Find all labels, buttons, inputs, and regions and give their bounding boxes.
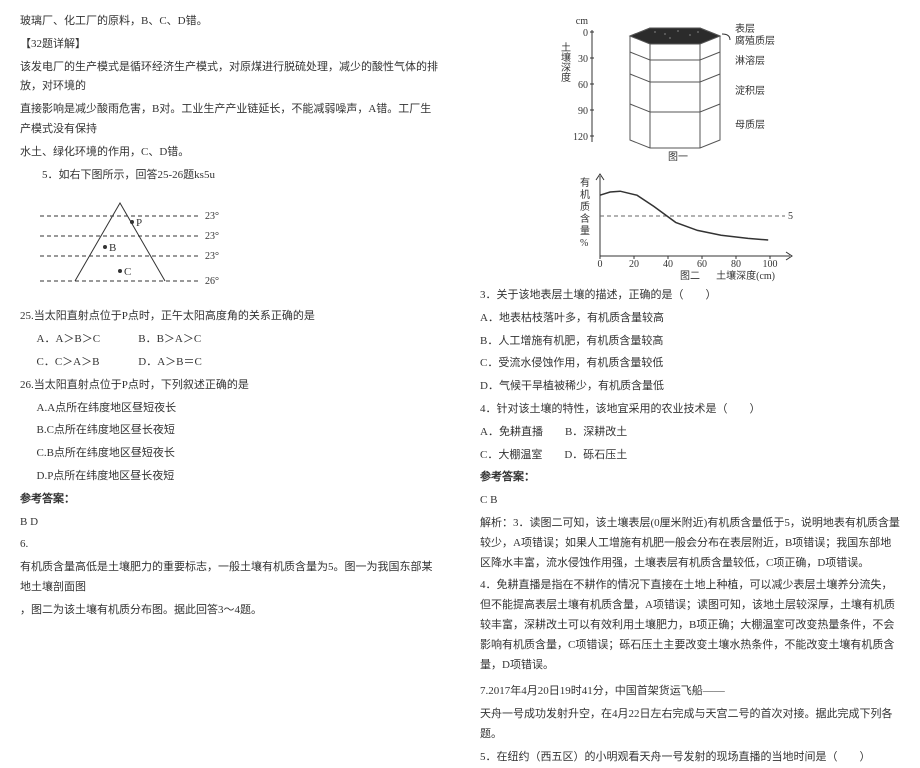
svg-text:60: 60 [697, 259, 707, 270]
svg-text:20: 20 [629, 259, 639, 270]
q26-opt-d: D.P点所在纬度地区昼长夜短 [20, 467, 440, 487]
q3-stem: 3．关于该地表层土壤的描述，正确的是（ ） [480, 286, 900, 306]
svg-text:26°: 26° [205, 276, 219, 287]
pt-b: B [109, 242, 116, 254]
answer-label: 参考答案： [20, 490, 440, 510]
organic-content-chart: 有 机 质 含 量 % 5 0 20 40 60 80 100 [570, 166, 810, 286]
explain-header: 【32题详解】 [20, 35, 440, 55]
q5-stem: 5．如右下图所示，回答25-26题ks5u [20, 166, 440, 186]
svg-text:0: 0 [583, 28, 588, 39]
answer-label: 参考答案： [480, 468, 900, 488]
svg-text:120: 120 [573, 132, 588, 143]
q3-opt-b: B．人工增施有机肥，有机质含量较高 [480, 332, 900, 352]
answer-text: C B [480, 491, 900, 511]
svg-text:土壤深度: 土壤深度 [559, 41, 571, 83]
pt-c: C [124, 266, 131, 278]
svg-text:5: 5 [788, 211, 793, 222]
exp4: 4．免耕直播是指在不耕作的情况下直接在土地上种植，可以减少表层土壤养分流失，但不… [480, 576, 900, 675]
svg-text:100: 100 [763, 259, 778, 270]
svg-text:腐殖质层: 腐殖质层 [735, 34, 775, 47]
svg-text:90: 90 [578, 106, 588, 117]
svg-text:图一: 图一 [668, 151, 688, 162]
q3-opt-a: A．地表枯枝落叶多，有机质含量较高 [480, 309, 900, 329]
svg-text:图二: 图二 [680, 270, 700, 282]
svg-text:40: 40 [663, 259, 673, 270]
exp3: 解析：3．读图二可知，该土壤表层(0厘米附近)有机质含量低于5，说明地表有机质含… [480, 514, 900, 573]
svg-text:机: 机 [580, 188, 590, 201]
q25-opt-b: B．B＞A＞C [138, 330, 237, 350]
mountain-diagram: P B C 23° 23° 23° 26° [30, 191, 250, 301]
svg-text:0: 0 [598, 259, 603, 270]
svg-text:cm: cm [576, 16, 588, 27]
q4-opt-cd: C．大棚温室 D．砾石压土 [480, 446, 900, 466]
answer-text: B D [20, 513, 440, 533]
q25-opt-a: A．A＞B＞C [37, 330, 136, 350]
q26-opt-a: A.A点所在纬度地区昼短夜长 [20, 399, 440, 419]
text-line: 水土、绿化环境的作用，C、D错。 [20, 143, 440, 163]
svg-text:60: 60 [578, 80, 588, 91]
svg-text:母质层: 母质层 [735, 119, 765, 131]
svg-text:30: 30 [578, 54, 588, 65]
svg-text:23°: 23° [205, 211, 219, 222]
svg-text:有: 有 [580, 176, 590, 189]
text-line: 直接影响是减少酸雨危害，B对。工业生产产业链延长，不能减弱噪声，A错。工厂生产模… [20, 100, 440, 140]
svg-text:淀积层: 淀积层 [735, 84, 765, 97]
svg-text:%: % [580, 238, 588, 249]
q25-opt-c: C．C＞A＞B [37, 353, 136, 373]
svg-text:23°: 23° [205, 231, 219, 242]
q3-opt-d: D．气候干旱植被稀少，有机质含量低 [480, 377, 900, 397]
svg-text:质: 质 [580, 201, 590, 213]
text-line: 该发电厂的生产模式是循环经济生产模式，对原煤进行脱硫处理，减少的酸性气体的排放，… [20, 58, 440, 98]
svg-text:23°: 23° [205, 251, 219, 262]
q4-stem: 4．针对该土壤的特性，该地宜采用的农业技术是（ ） [480, 400, 900, 420]
q3-opt-c: C．受流水侵蚀作用，有机质含量较低 [480, 354, 900, 374]
q25-opt-d: D．A＞B＝C [138, 353, 237, 373]
q7-line1: 7.2017年4月20日19时41分，中国首架货运飞船—— [480, 682, 900, 702]
q26-opt-b: B.C点所在纬度地区昼长夜短 [20, 421, 440, 441]
q7-line3: 5．在纽约（西五区）的小明观看天舟一号发射的现场直播的当地时间是（ ） [480, 748, 900, 768]
q25-stem: 25.当太阳直射点位于P点时，正午太阳高度角的关系正确的是 [20, 307, 440, 327]
q6-num: 6. [20, 535, 440, 555]
q26-stem: 26.当太阳直射点位于P点时，下列叙述正确的是 [20, 376, 440, 396]
soil-profile-figure: 土壤深度 cm 0 30 60 90 120 [550, 12, 830, 162]
q6-line1: 有机质含量高低是土壤肥力的重要标志，一般土壤有机质含量为5。图一为我国东部某地土… [20, 558, 440, 598]
svg-text:80: 80 [731, 259, 741, 270]
q6-line2: ，图二为该土壤有机质分布图。据此回答3～4题。 [20, 601, 440, 621]
q4-opt-ab: A．免耕直播 B．深耕改土 [480, 423, 900, 443]
svg-text:表层: 表层 [735, 22, 755, 35]
q7-line2: 天舟一号成功发射升空，在4月22日左右完成与天宫二号的首次对接。据此完成下列各题… [480, 705, 900, 745]
svg-text:含: 含 [580, 212, 590, 225]
text-line: 玻璃厂、化工厂的原料，B、C、D错。 [20, 12, 440, 32]
pt-p: P [136, 217, 142, 229]
svg-text:土壤深度(cm): 土壤深度(cm) [716, 269, 775, 282]
svg-text:量: 量 [580, 225, 590, 237]
svg-text:淋溶层: 淋溶层 [735, 54, 765, 67]
q26-opt-c: C.B点所在纬度地区昼短夜长 [20, 444, 440, 464]
